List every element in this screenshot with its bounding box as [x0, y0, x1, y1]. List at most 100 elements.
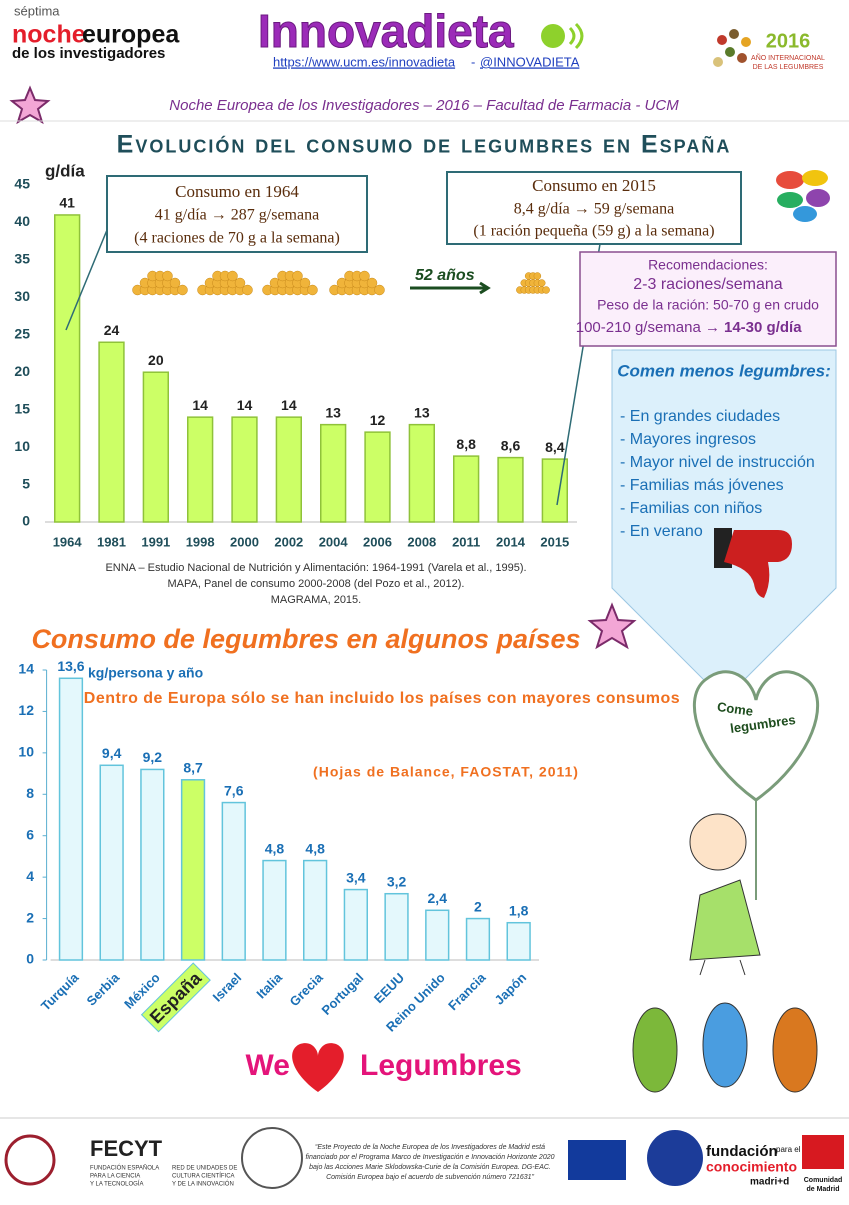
label-highlight: [140, 962, 211, 1033]
panel-list: - En grandes ciudades - Mayores ingresos -…: [620, 408, 815, 540]
chickpea: [227, 270, 238, 282]
panel-title: Comen menos legumbres:: [617, 361, 831, 380]
x-tick-label: 2011: [452, 534, 480, 549]
fecyt-text: FUNDACIÓN ESPAÑOLA: [90, 1165, 159, 1172]
panel-item: - Mayor nivel de instrucción: [620, 454, 815, 471]
separator: -: [471, 54, 475, 69]
y-tick-label: 14: [18, 661, 34, 677]
x-tick-label: 2004: [319, 534, 349, 549]
comunidad-text: de Madrid: [806, 1186, 839, 1193]
chart-title: Consumo de legumbres en algunos países: [31, 624, 580, 654]
rec-title: Recomendaciones:: [648, 257, 768, 273]
value-label: 8,7: [183, 759, 203, 775]
value-label: 3,2: [387, 873, 407, 889]
chart-note: Dentro de Europa sólo se han incluido lo…: [84, 690, 680, 707]
bar: [320, 423, 347, 523]
annotation-pointer: [65, 229, 108, 331]
x-tick-label: Grecia: [286, 969, 326, 1009]
bar: [262, 859, 287, 961]
wifi-icon: [568, 22, 584, 50]
x-tick-label: 1964: [53, 534, 83, 549]
site-url[interactable]: https://www.ucm.es/innovadieta: [273, 54, 456, 69]
chickpea: [359, 270, 370, 282]
funding-quote: financiado por el Programa Marco de Inve…: [305, 1154, 554, 1161]
bar: [98, 341, 125, 523]
box-line: (1 ración pequeña (59 g) a la semana): [473, 223, 714, 240]
twitter-handle[interactable]: @INNOVADIETA: [480, 54, 580, 69]
chart-source: (Hojas de Balance, FAOSTAT, 2011): [313, 764, 579, 780]
value-label: 2: [474, 898, 482, 914]
bar: [364, 431, 391, 523]
slogan: Legumbres: [360, 1049, 522, 1082]
bar: [54, 214, 81, 523]
chickpea: [299, 277, 311, 289]
y-tick-label: 30: [14, 288, 30, 304]
eu-flag: [568, 1140, 626, 1180]
brand-small: séptima: [14, 3, 60, 18]
bar: [140, 768, 165, 961]
brand-a: noche: [12, 21, 86, 49]
rec-line: Peso de la ración: 50-70 g en crudo: [597, 297, 819, 313]
ucm-logo: [4, 1134, 56, 1186]
x-tick-label: EEUU: [371, 970, 407, 1006]
panel-item: - Familias más jóvenes: [620, 477, 784, 494]
value-label: 41: [59, 195, 75, 211]
unit-label: kg/persona y año: [88, 665, 203, 681]
x-tick-label: Serbia: [83, 969, 122, 1008]
chickpea: [162, 270, 173, 282]
bar: [506, 921, 531, 961]
comunidad-text: Comunidad: [804, 1177, 843, 1184]
apple-icon: [541, 24, 565, 48]
y-tick-label: 2: [26, 909, 34, 925]
value-label: 8,4: [545, 439, 565, 455]
eu-seal: [647, 1130, 703, 1186]
x-tick-label: 2006: [363, 534, 392, 549]
bar: [99, 764, 124, 961]
red-text: Y DE LA INNOVACIÓN: [172, 1181, 234, 1188]
value-label: 20: [148, 352, 164, 368]
chart-1: 0 5 10 15 20 25 30 35 40 45 41 1964 24 1981 20 1991 14 19…: [14, 176, 577, 549]
source: ENNA – Estudio Nacional de Nutrición y A…: [105, 562, 526, 574]
x-tick-label: 2008: [407, 534, 436, 549]
rec-line: 2-3 raciones/semana: [633, 276, 783, 293]
x-tick-label: 1991: [141, 534, 170, 549]
chickpea: [292, 270, 303, 282]
rec-line: 14-30 g/día: [724, 319, 802, 336]
madrid-text: fundación: [706, 1143, 778, 1160]
gap-label: 52 años: [415, 267, 475, 284]
value-label: 13,6: [57, 658, 84, 674]
rec-line: 100-210 g/semana →: [576, 319, 720, 336]
beans-icon: [776, 170, 830, 222]
value-label: 4,8: [265, 840, 285, 856]
y-tick-label: 25: [14, 325, 30, 341]
y-tick-label: 10: [18, 744, 34, 760]
x-tick-label: Francia: [445, 969, 489, 1013]
value-label: 14: [281, 397, 297, 413]
fecyt: FECYT: [90, 1136, 163, 1161]
bar: [58, 677, 84, 961]
bar: [384, 892, 409, 961]
value-label: 1,8: [509, 902, 529, 918]
value-label: 2,4: [428, 890, 448, 906]
y-tick-label: 20: [14, 363, 30, 379]
box-line: 41 g/día → 287 g/semana: [155, 207, 319, 224]
star: [9, 85, 51, 125]
year-logo: 2016: [766, 30, 811, 52]
y-tick-label: 6: [26, 826, 34, 842]
fecyt-text: PARA LA CIENCIA: [90, 1174, 140, 1180]
value-label: 9,4: [102, 745, 122, 761]
bar: [497, 456, 524, 523]
heart-text: Come: [716, 699, 754, 719]
annotation-box: [446, 171, 742, 245]
x-tick-label: Japón: [492, 970, 530, 1008]
source: MAPA, Panel de consumo 2000-2008 (del Po…: [168, 578, 465, 590]
box-line: 8,4 g/día → 59 g/semana: [514, 201, 674, 218]
value-label: 3,4: [346, 869, 366, 885]
red-text: RED DE UNIDADES DE: [172, 1166, 237, 1172]
year-logo-text: AÑO INTERNACIONAL: [751, 53, 825, 62]
x-tick-label: 2000: [230, 534, 259, 549]
bar: [275, 416, 302, 523]
chickpea: [169, 277, 181, 289]
box-title: Consumo en 2015: [532, 176, 656, 195]
